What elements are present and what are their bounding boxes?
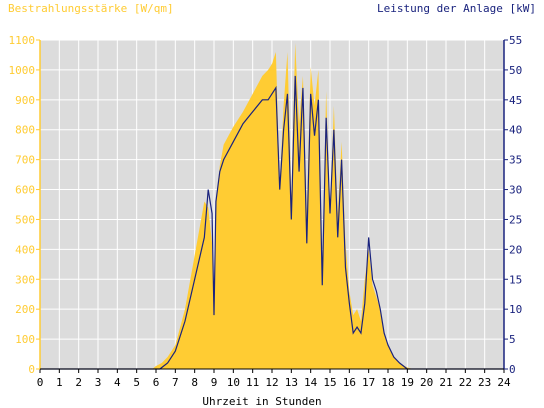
- x-tick-label: 17: [362, 376, 375, 389]
- x-tick-label: 23: [478, 376, 491, 389]
- right-tick-label: 5: [509, 333, 516, 346]
- right-tick-label: 55: [509, 34, 522, 47]
- x-tick-label: 0: [37, 376, 44, 389]
- left-tick-label: 600: [15, 184, 35, 197]
- power-line: [40, 75, 504, 370]
- right-tick-label: 20: [509, 243, 522, 256]
- x-tick-label: 4: [114, 376, 121, 389]
- left-tick-label: 400: [15, 243, 35, 256]
- left-tick-label: 800: [15, 124, 35, 137]
- x-tick-label: 5: [133, 376, 140, 389]
- right-tick-label: 45: [509, 94, 522, 107]
- x-tick-label: 18: [381, 376, 394, 389]
- x-tick-label: 7: [172, 376, 179, 389]
- x-tick-label: 13: [285, 376, 298, 389]
- x-tick-label: 6: [153, 376, 160, 389]
- x-tick-label: 11: [246, 376, 259, 389]
- left-tick-labels: 0 100 200 300 400 500 600 700 800 900 1000 1100: [9, 34, 40, 376]
- left-tick-label: 0: [28, 363, 35, 376]
- left-tick-label: 100: [15, 333, 35, 346]
- right-axis-title: Leistung der Anlage [kW]: [377, 2, 536, 15]
- left-tick-label: 900: [15, 94, 35, 107]
- right-tick-label: 15: [509, 273, 522, 286]
- left-tick-label: 300: [15, 273, 35, 286]
- right-tick-label: 0: [509, 363, 516, 376]
- x-tick-label: 24: [497, 376, 511, 389]
- x-tick-label: 14: [304, 376, 318, 389]
- right-tick-label: 35: [509, 154, 522, 167]
- x-tick-label: 20: [420, 376, 433, 389]
- right-tick-label: 40: [509, 124, 522, 137]
- x-axis-label: Uhrzeit in Stunden: [202, 395, 321, 408]
- left-tick-label: 500: [15, 213, 35, 226]
- x-tick-label: 19: [401, 376, 414, 389]
- x-tick-label: 2: [75, 376, 82, 389]
- irradiance-area: [40, 42, 504, 370]
- x-tick-label: 21: [439, 376, 452, 389]
- x-tick-label: 9: [211, 376, 218, 389]
- x-tick-label: 22: [459, 376, 472, 389]
- right-tick-label: 50: [509, 64, 522, 77]
- left-tick-label: 1000: [9, 64, 36, 77]
- x-tick-label: 3: [95, 376, 102, 389]
- x-tick-label: 12: [265, 376, 278, 389]
- left-tick-label: 700: [15, 154, 35, 167]
- x-tick-label: 10: [227, 376, 240, 389]
- right-tick-labels: 0 5 10 15 20 25 30 35 40 45 50 55: [504, 34, 522, 376]
- right-tick-label: 25: [509, 213, 522, 226]
- x-tick-labels: 0 1 2 3 4 5 6 7 8 9 10 11 12 13 14 15 16 17 18 19 20 21 22 23 24: [37, 369, 511, 389]
- x-tick-label: 15: [323, 376, 336, 389]
- x-tick-label: 16: [343, 376, 356, 389]
- left-tick-label: 1100: [9, 34, 36, 47]
- right-tick-label: 30: [509, 184, 522, 197]
- x-tick-label: 8: [191, 376, 198, 389]
- x-tick-label: 1: [56, 376, 63, 389]
- right-tick-label: 10: [509, 303, 522, 316]
- left-axis-title: Bestrahlungsstärke [W/qm]: [8, 2, 174, 15]
- left-tick-label: 200: [15, 303, 35, 316]
